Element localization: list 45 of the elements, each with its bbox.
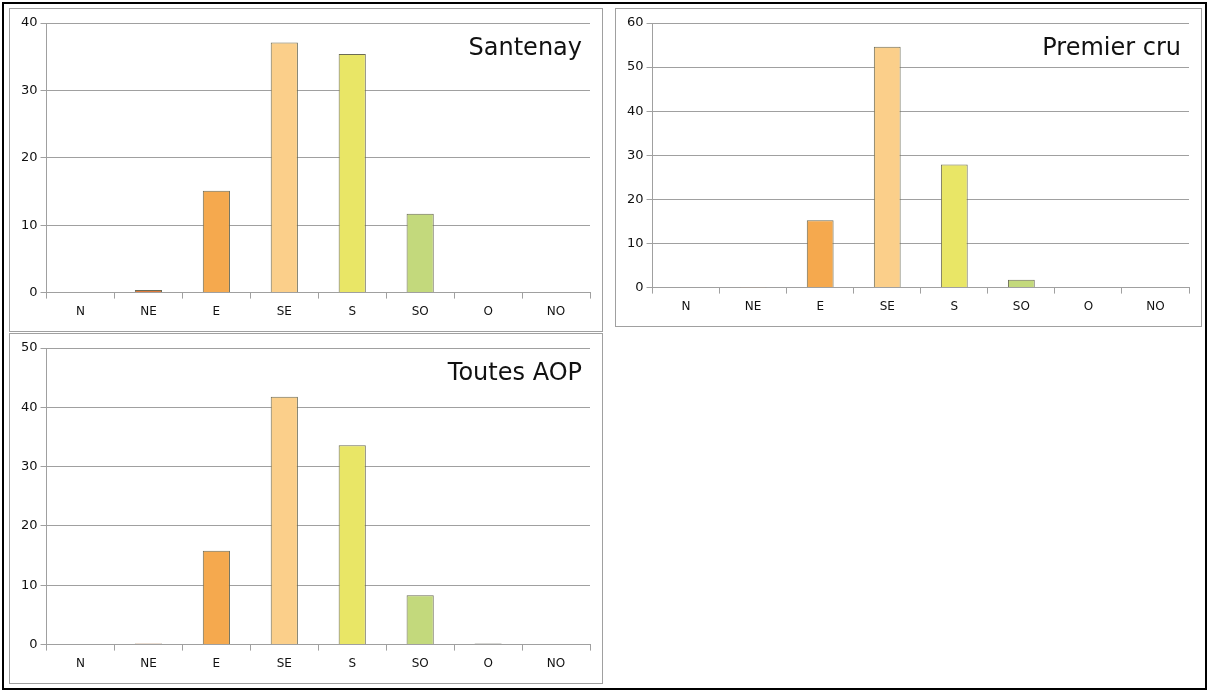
x-tick-label: NE	[744, 298, 762, 313]
y-tick-label: 40	[21, 398, 38, 414]
x-tick-label: NO	[1146, 298, 1165, 313]
x-tick-label: S	[950, 298, 959, 313]
chart-title: Santenay	[468, 33, 582, 62]
x-tick-label: NO	[546, 303, 566, 318]
y-tick-label: 40	[627, 102, 644, 118]
x-tick-label: N	[76, 303, 85, 318]
y-tick-label: 20	[21, 149, 38, 165]
y-tick-label: 20	[21, 517, 38, 533]
y-tick-label: 10	[21, 216, 38, 232]
x-tick-label: NE	[140, 655, 157, 670]
y-tick-label: 50	[627, 58, 644, 74]
y-tick-label: 30	[21, 458, 38, 474]
chart-title: Premier cru	[1042, 33, 1181, 62]
x-tick-label: E	[212, 303, 221, 318]
x-tick-label: SO	[411, 655, 429, 670]
x-tick-label: E	[212, 655, 221, 670]
x-tick-label: NE	[140, 303, 157, 318]
x-tick-label: SE	[879, 298, 895, 313]
y-tick-label: 10	[627, 234, 644, 250]
x-tick-label: S	[348, 303, 357, 318]
x-tick-label: O	[483, 655, 493, 670]
x-tick-label: NO	[546, 655, 566, 670]
x-tick-label: SO	[411, 303, 429, 318]
y-tick-label: 10	[21, 576, 38, 592]
y-tick-label: 30	[627, 146, 644, 162]
y-tick-label: 30	[21, 81, 38, 97]
y-tick-label: 20	[627, 190, 644, 206]
chart-title: Toutes AOP	[446, 358, 582, 387]
x-tick-label: SE	[276, 655, 292, 670]
y-tick-label: 0	[29, 635, 38, 651]
x-tick-label: N	[76, 655, 85, 670]
y-tick-label: 40	[21, 14, 38, 30]
x-tick-label: N	[681, 298, 691, 313]
x-tick-label: O	[1083, 298, 1094, 313]
x-tick-label: SO	[1012, 298, 1030, 313]
y-tick-label: 50	[21, 339, 38, 355]
x-tick-label: S	[348, 655, 357, 670]
y-tick-label: 0	[29, 283, 38, 299]
y-tick-label: 60	[627, 14, 644, 30]
x-tick-label: E	[816, 298, 824, 313]
y-tick-label: 0	[635, 278, 644, 294]
x-tick-label: O	[483, 303, 493, 318]
x-tick-label: SE	[276, 303, 292, 318]
